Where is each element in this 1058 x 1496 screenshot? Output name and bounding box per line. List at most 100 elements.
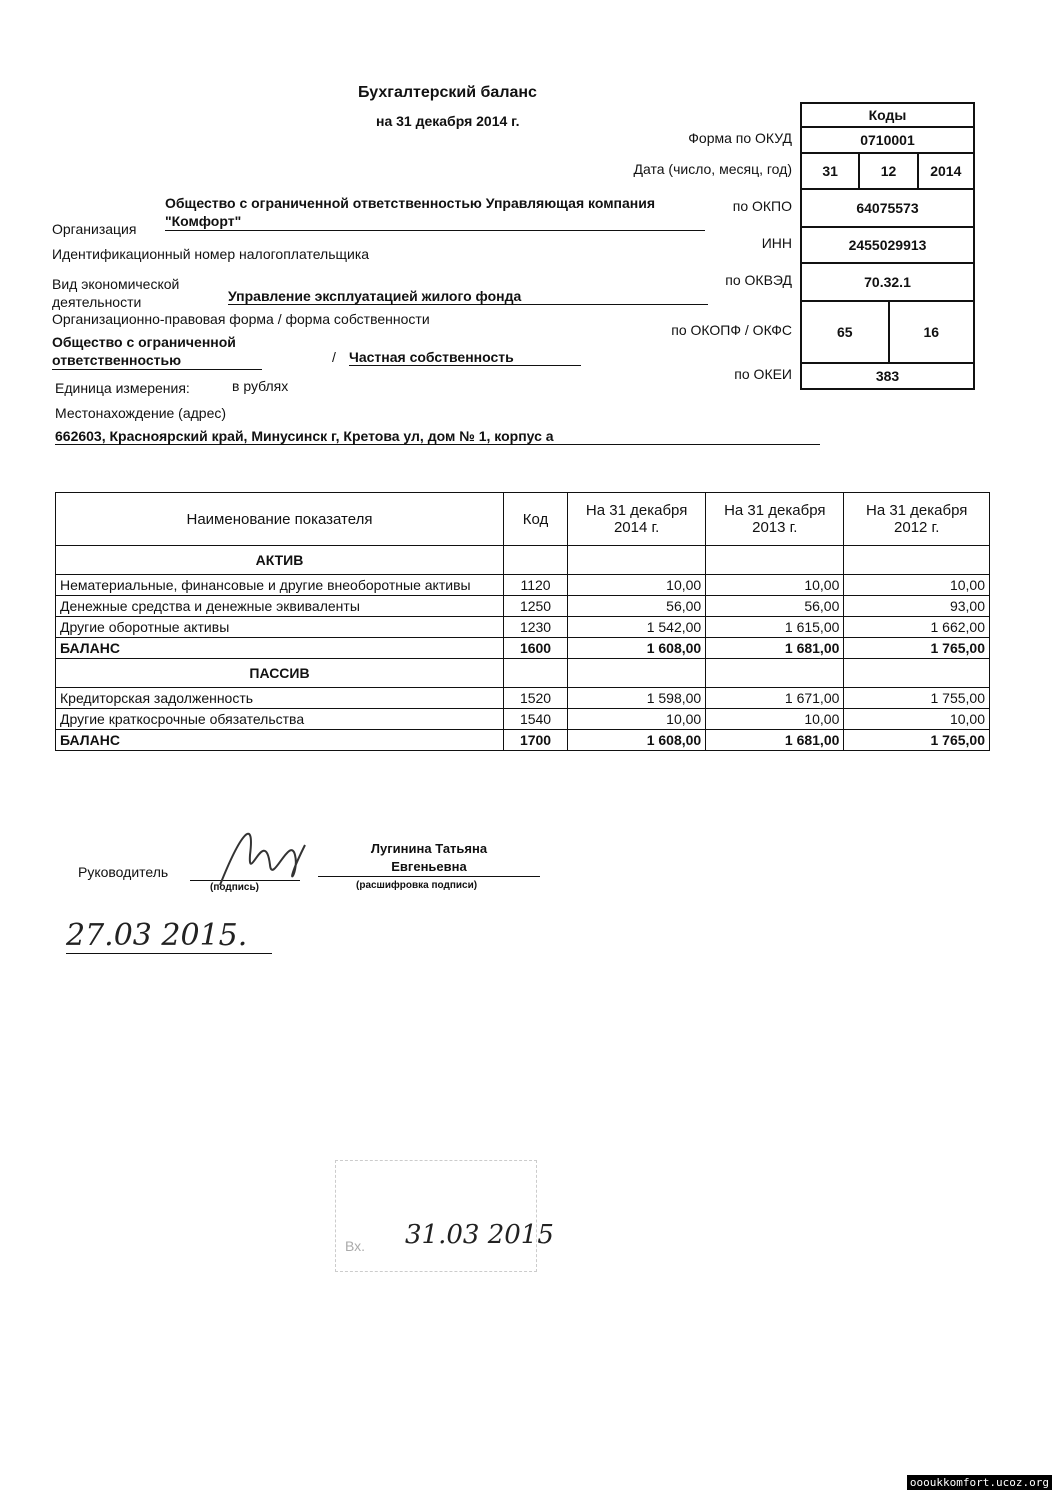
row-value: 10,00 — [567, 574, 707, 596]
row-name: Другие оборотные активы — [55, 616, 504, 638]
data-row: Нематериальные, финансовые и другие внео… — [55, 574, 990, 596]
location-label: Местонахождение (адрес) — [55, 405, 227, 421]
row-name: Кредиторская задолженность — [55, 687, 504, 709]
ownership-value: Частная собственность — [349, 349, 581, 366]
row-value: 10,00 — [843, 574, 990, 596]
code-label: по ОКВЭД — [725, 272, 792, 288]
row-value: 10,00 — [705, 574, 845, 596]
inn-label: Идентификационный номер налогоплательщик… — [52, 246, 370, 262]
activity-label: Вид экономической деятельности — [52, 276, 180, 310]
signature-scrawl — [219, 832, 306, 886]
column-header: Наименование показателя — [55, 492, 504, 546]
section-title: ПАССИВ — [55, 658, 504, 688]
code-value: 2014 — [916, 152, 975, 190]
row-code: 1250 — [502, 595, 569, 617]
row-value: 1 542,00 — [567, 616, 707, 638]
code-label: Дата (число, месяц, год) — [633, 161, 792, 177]
row-value: 1 681,00 — [705, 729, 845, 751]
section-title: АКТИВ — [55, 545, 504, 575]
row-name: Нематериальные, финансовые и другие внео… — [55, 574, 504, 596]
legal-form-label: Организационно-правовая форма / форма со… — [52, 311, 430, 327]
signer-name: Лугинина Татьяна Евгеньевна — [318, 840, 540, 877]
row-value: 1 755,00 — [843, 687, 990, 709]
code-value: 70.32.1 — [800, 262, 975, 302]
row-value: 56,00 — [567, 595, 707, 617]
empty-cell — [705, 545, 845, 575]
role: Руководитель — [78, 864, 169, 880]
row-value: 1 765,00 — [843, 729, 990, 751]
row-value: 93,00 — [843, 595, 990, 617]
location-value: 662603, Красноярский край, Минусинск г, … — [55, 428, 820, 445]
row-code: 1520 — [502, 687, 569, 709]
empty-cell — [502, 658, 569, 688]
data-row: Другие краткосрочные обязательства 1540 10… — [55, 708, 990, 730]
row-name: БАЛАНС — [55, 729, 504, 751]
unit-label: Единица измерения: — [55, 380, 190, 396]
row-value: 1 608,00 — [567, 729, 707, 751]
code-value: 31 — [800, 152, 861, 190]
column-header: На 31 декабря 2013 г. — [705, 492, 845, 546]
code-value: 0710001 — [800, 126, 975, 154]
empty-cell — [843, 658, 990, 688]
row-value: 1 671,00 — [705, 687, 845, 709]
row-value: 1 765,00 — [843, 637, 990, 659]
code-value: 64075573 — [800, 188, 975, 228]
stamp — [335, 1160, 537, 1272]
separator: / — [332, 349, 336, 365]
empty-cell — [843, 545, 990, 575]
stamp-prefix: Вх. — [345, 1238, 366, 1254]
row-value: 10,00 — [705, 708, 845, 730]
data-row: БАЛАНС 1700 1 608,00 1 681,00 1 765,00 — [55, 729, 990, 751]
row-value: 1 608,00 — [567, 637, 707, 659]
row-code: 1540 — [502, 708, 569, 730]
balance-table: Наименование показателя Код На 31 декабря … — [55, 492, 990, 751]
data-row: Денежные средства и денежные эквиваленты… — [55, 595, 990, 617]
watermark: oooukkomfort.ucoz.org — [906, 1475, 1052, 1490]
code-label: Форма по ОКУД — [688, 130, 792, 146]
row-value: 10,00 — [843, 708, 990, 730]
data-row: БАЛАНС 1600 1 608,00 1 681,00 1 765,00 — [55, 637, 990, 659]
legal-form-value: Общество с ограниченной ответственностью — [52, 333, 262, 370]
org-value: Общество с ограниченной ответственностью… — [165, 194, 705, 231]
row-value: 1 681,00 — [705, 637, 845, 659]
code-label: по ОКЕИ — [734, 366, 792, 382]
code-value: 16 — [887, 300, 975, 364]
row-value: 1 662,00 — [843, 616, 990, 638]
sign-line — [190, 858, 300, 881]
row-value: 1 615,00 — [705, 616, 845, 638]
row-value: 1 598,00 — [567, 687, 707, 709]
row-value: 56,00 — [705, 595, 845, 617]
unit-value: в рублях — [232, 378, 289, 394]
subtitle: на 31 декабря 2014 г. — [376, 113, 520, 129]
name-caption: (расшифровка подписи) — [356, 880, 478, 891]
activity-value: Управление эксплуатацией жилого фонда — [228, 288, 708, 305]
row-name: БАЛАНС — [55, 637, 504, 659]
code-label: по ОКОПФ / ОКФС — [671, 322, 792, 338]
row-code: 1700 — [502, 729, 569, 751]
title: Бухгалтерский баланс — [358, 84, 537, 101]
stamp-date: 31.03 2015 — [405, 1220, 554, 1250]
row-value: 10,00 — [567, 708, 707, 730]
sign-caption: (подпись) — [210, 882, 259, 893]
empty-cell — [567, 545, 707, 575]
row-name: Денежные средства и денежные эквиваленты — [55, 595, 504, 617]
header-row: Наименование показателя Код На 31 декабря … — [55, 492, 990, 546]
code-value: 65 — [800, 300, 890, 364]
column-header: На 31 декабря 2012 г. — [843, 492, 990, 546]
row-code: 1600 — [502, 637, 569, 659]
org-label: Организация — [52, 221, 137, 237]
row-code: 1120 — [502, 574, 569, 596]
code-label: по ОКПО — [732, 198, 792, 214]
row-name: Другие краткосрочные обязательства — [55, 708, 504, 730]
handwritten-date: 27.03 2015. — [66, 918, 272, 954]
codes-title: Коды — [800, 102, 975, 128]
row-code: 1230 — [502, 616, 569, 638]
empty-cell — [502, 545, 569, 575]
section-row: АКТИВ — [55, 545, 990, 575]
empty-cell — [567, 658, 707, 688]
code-value: 12 — [858, 152, 919, 190]
column-header: Код — [502, 492, 569, 546]
section-row: ПАССИВ — [55, 658, 990, 688]
empty-cell — [705, 658, 845, 688]
